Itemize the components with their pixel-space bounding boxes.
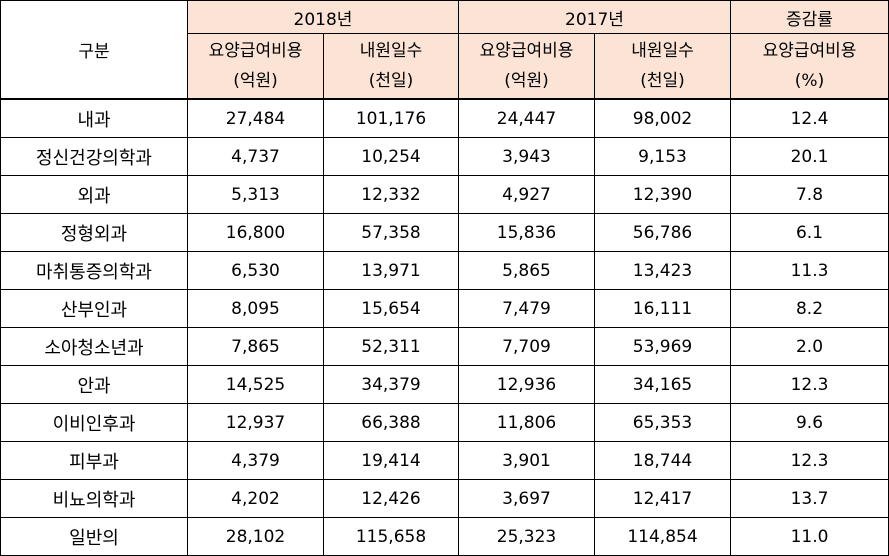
table-row: 피부과 4,379 19,414 3,901 18,744 12.3 bbox=[0, 441, 889, 480]
table-cell: 12,390 bbox=[594, 175, 731, 214]
table-cell: 6,530 bbox=[187, 251, 324, 290]
table-cell: 9.6 bbox=[730, 403, 889, 442]
table-row: 외과 5,313 12,332 4,927 12,390 7.8 bbox=[0, 175, 889, 214]
table-cell: 6.1 bbox=[730, 213, 889, 252]
table-cell: 8,095 bbox=[187, 289, 324, 328]
table-cell: 13,971 bbox=[323, 251, 459, 290]
table-cell: 3,697 bbox=[458, 479, 595, 518]
table-cell: 3,901 bbox=[458, 441, 595, 480]
table-row: 안과 14,525 34,379 12,936 34,165 12.3 bbox=[0, 365, 889, 404]
table-cell: 18,744 bbox=[594, 441, 731, 480]
row-category: 안과 bbox=[0, 365, 188, 404]
table-cell: 12.4 bbox=[730, 98, 889, 138]
table-cell: 5,313 bbox=[187, 175, 324, 214]
row-category: 내과 bbox=[0, 98, 188, 138]
row-category: 산부인과 bbox=[0, 289, 188, 328]
subheader-2018-days: 내원일수 (천일) bbox=[323, 33, 459, 100]
table-cell: 9,153 bbox=[594, 137, 731, 176]
table-cell: 16,800 bbox=[187, 213, 324, 252]
table-cell: 7,865 bbox=[187, 327, 324, 366]
subheader-unit: (억원) bbox=[233, 71, 278, 91]
table-cell: 24,447 bbox=[458, 98, 595, 138]
table-row: 정신건강의학과 4,737 10,254 3,943 9,153 20.1 bbox=[0, 137, 889, 176]
table-cell: 3,943 bbox=[458, 137, 595, 176]
table-cell: 4,927 bbox=[458, 175, 595, 214]
table-cell: 12,417 bbox=[594, 479, 731, 518]
subheader-label: 요양급여비용 bbox=[762, 41, 857, 61]
table-cell: 7,479 bbox=[458, 289, 595, 328]
row-category: 외과 bbox=[0, 175, 188, 214]
table-cell: 15,836 bbox=[458, 213, 595, 252]
table-row: 마취통증의학과 6,530 13,971 5,865 13,423 11.3 bbox=[0, 251, 889, 290]
table-cell: 11.3 bbox=[730, 251, 889, 290]
table-row: 이비인후과 12,937 66,388 11,806 65,353 9.6 bbox=[0, 403, 889, 442]
subheader-unit: (천일) bbox=[368, 71, 414, 91]
subheader-unit: (%) bbox=[794, 71, 825, 91]
table-cell: 52,311 bbox=[323, 327, 459, 366]
table-cell: 4,737 bbox=[187, 137, 324, 176]
subheader-label: 내원일수 bbox=[359, 41, 423, 61]
subheader-change-cost: 요양급여비용 (%) bbox=[730, 33, 889, 100]
table-cell: 11,806 bbox=[458, 403, 595, 442]
table-cell: 12,937 bbox=[187, 403, 324, 442]
table-cell: 8.2 bbox=[730, 289, 889, 328]
table-cell: 12,332 bbox=[323, 175, 459, 214]
table-row: 소아청소년과 7,865 52,311 7,709 53,969 2.0 bbox=[0, 327, 889, 366]
table-cell: 56,786 bbox=[594, 213, 731, 252]
table-cell: 34,165 bbox=[594, 365, 731, 404]
table-cell: 27,484 bbox=[187, 98, 324, 138]
row-category: 정형외과 bbox=[0, 213, 188, 252]
table-cell: 16,111 bbox=[594, 289, 731, 328]
table-cell: 57,358 bbox=[323, 213, 459, 252]
subheader-unit: (억원) bbox=[504, 71, 549, 91]
subheader-2018-cost: 요양급여비용 (억원) bbox=[187, 33, 324, 100]
subheader-2017-days: 내원일수 (천일) bbox=[594, 33, 731, 100]
table-cell: 101,176 bbox=[323, 98, 459, 138]
table-cell: 15,654 bbox=[323, 289, 459, 328]
table-row: 비뇨의학과 4,202 12,426 3,697 12,417 13.7 bbox=[0, 479, 889, 518]
table-cell: 4,379 bbox=[187, 441, 324, 480]
subheader-label: 요양급여비용 bbox=[208, 41, 303, 61]
subheader-label: 내원일수 bbox=[631, 41, 694, 61]
table-cell: 7.8 bbox=[730, 175, 889, 214]
table-cell: 65,353 bbox=[594, 403, 731, 442]
table-cell: 12.3 bbox=[730, 365, 889, 404]
table-cell: 98,002 bbox=[594, 98, 731, 138]
year-2018-header: 2018년 bbox=[187, 0, 459, 34]
table-row: 내과 27,484 101,176 24,447 98,002 12.4 bbox=[0, 98, 889, 138]
table-cell: 14,525 bbox=[187, 365, 324, 404]
row-category: 피부과 bbox=[0, 441, 188, 480]
subheader-2017-cost: 요양급여비용 (억원) bbox=[458, 33, 595, 100]
table-cell: 13.7 bbox=[730, 479, 889, 518]
table-body: 내과 27,484 101,176 24,447 98,002 12.4 정신건강의학과 4,… bbox=[0, 98, 889, 556]
subheader-unit: (천일) bbox=[640, 71, 685, 91]
year-2017-header: 2017년 bbox=[458, 0, 731, 34]
table-cell: 12.3 bbox=[730, 441, 889, 480]
row-category: 정신건강의학과 bbox=[0, 137, 188, 176]
table-cell: 34,379 bbox=[323, 365, 459, 404]
table-cell: 12,936 bbox=[458, 365, 595, 404]
table-cell: 66,388 bbox=[323, 403, 459, 442]
table-row: 산부인과 8,095 15,654 7,479 16,111 8.2 bbox=[0, 289, 889, 328]
table-cell: 4,202 bbox=[187, 479, 324, 518]
table-cell: 20.1 bbox=[730, 137, 889, 176]
table-cell: 10,254 bbox=[323, 137, 459, 176]
table-cell: 12,426 bbox=[323, 479, 459, 518]
row-category: 비뇨의학과 bbox=[0, 479, 188, 518]
row-category: 마취통증의학과 bbox=[0, 251, 188, 290]
table-cell: 13,423 bbox=[594, 251, 731, 290]
table-cell: 7,709 bbox=[458, 327, 595, 366]
change-rate-header: 증감률 bbox=[730, 0, 889, 34]
subheader-label: 요양급여비용 bbox=[479, 41, 574, 61]
row-category: 소아청소년과 bbox=[0, 327, 188, 366]
table-cell: 19,414 bbox=[323, 441, 459, 480]
category-header: 구분 bbox=[0, 0, 188, 100]
row-category: 이비인후과 bbox=[0, 403, 188, 442]
table-row: 정형외과 16,800 57,358 15,836 56,786 6.1 bbox=[0, 213, 889, 252]
table-cell: 5,865 bbox=[458, 251, 595, 290]
table-cell: 2.0 bbox=[730, 327, 889, 366]
table-cell: 53,969 bbox=[594, 327, 731, 366]
